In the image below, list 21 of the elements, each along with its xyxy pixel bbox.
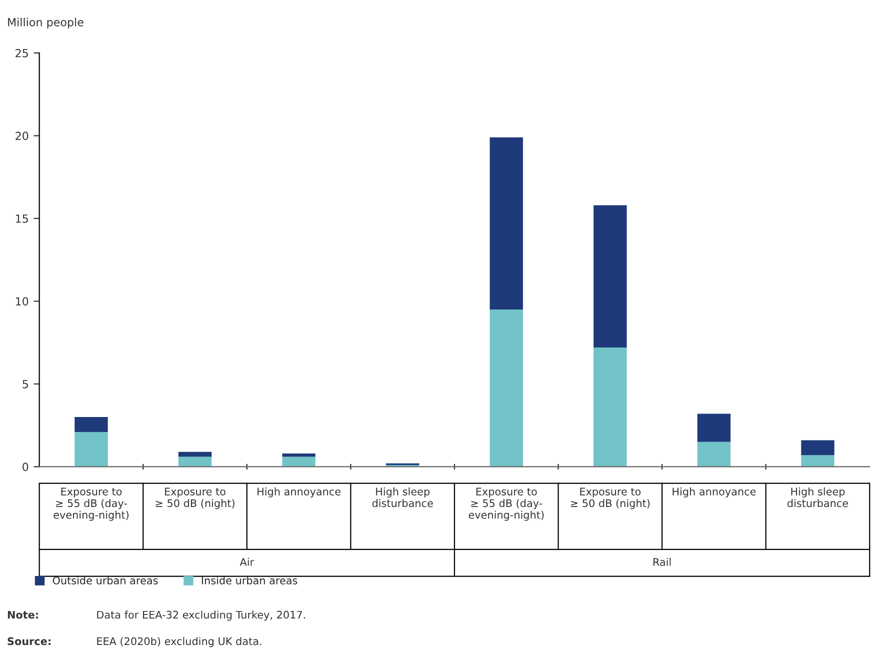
text: Rail xyxy=(653,558,671,566)
y-tick-label: 25 xyxy=(16,48,28,58)
y-tick-label: 20 xyxy=(16,132,28,140)
y-tick-label: 15 xyxy=(16,214,28,223)
x-tick-label: High sleep disturbance xyxy=(372,487,433,508)
text: Source: EEA (2020b) excluding UK data. xyxy=(8,637,262,648)
x-tick-label: High annoyance xyxy=(258,487,340,498)
x-tick-label: Exposure to ≥ 50 dB (night) xyxy=(156,488,234,510)
x-tick-label: High annoyance xyxy=(672,487,756,498)
legend-label: Inside urban areas xyxy=(202,576,298,584)
x-tick-label: Exposure to ≥ 55 dB (day- evening-night) xyxy=(54,488,128,521)
x-tick-label: Exposure to ≥ 55 dB (day- evening-night) xyxy=(468,488,544,521)
y-tick-label: 0 xyxy=(22,462,28,472)
text: Note: Data for EEA-32 excluding Turkey, 2017. xyxy=(8,610,306,621)
y-tick-label: 10 xyxy=(16,297,28,306)
text: Air xyxy=(240,558,254,566)
y-axis-title: Million people xyxy=(8,18,84,29)
x-tick-label: High sleep disturbance xyxy=(787,487,848,508)
legend-label: Outside urban areas xyxy=(52,576,158,584)
x-tick-label: Exposure to ≥ 50 dB (night) xyxy=(570,488,650,510)
y-tick-label: 5 xyxy=(22,380,28,388)
